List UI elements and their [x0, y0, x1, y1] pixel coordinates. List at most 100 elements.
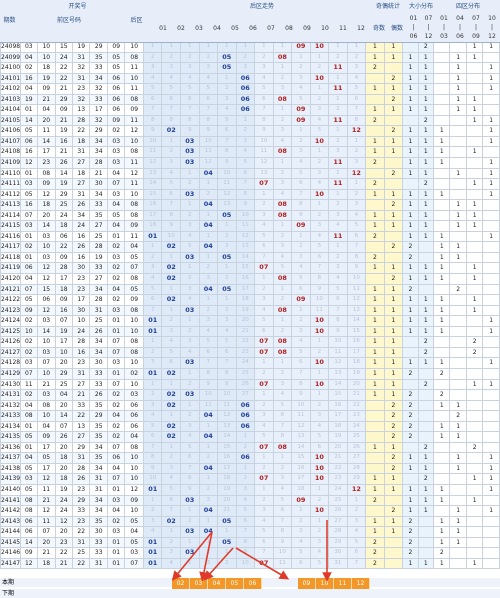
trend-miss: 14: [235, 251, 256, 264]
trend-miss: 1: [198, 515, 219, 528]
zone-count: 1: [482, 483, 500, 496]
zone-count: [482, 441, 500, 454]
trend-hit: 04: [198, 505, 219, 517]
trend-miss: 2: [254, 494, 274, 507]
big-count: 1: [417, 483, 435, 496]
zone-count: [449, 294, 467, 306]
front-number: 28: [89, 294, 108, 306]
small-count: [402, 41, 419, 53]
front-number: 29: [71, 441, 91, 454]
zone-count: [465, 125, 484, 137]
select-number-11[interactable]: 11: [334, 578, 352, 589]
trend-miss: 1: [291, 505, 311, 517]
trend-miss: 21: [328, 452, 348, 464]
front-number: 03: [37, 346, 56, 359]
trend-miss: 1: [142, 241, 163, 253]
zone-count: [449, 346, 467, 359]
even-header: 偶数: [390, 25, 403, 32]
front-number: 23: [71, 273, 91, 285]
even-count: 1: [383, 220, 404, 232]
odd-count: 1: [365, 336, 385, 348]
selector-label: 04: [212, 580, 221, 587]
trend-miss: 1: [272, 104, 293, 116]
big-count: 1: [417, 125, 435, 137]
front-number: 09: [54, 294, 74, 306]
select-number-03[interactable]: 03: [190, 578, 208, 589]
small-count: [402, 346, 419, 359]
trend-miss: 6: [217, 346, 237, 359]
even-count: 2: [383, 431, 404, 443]
trend-miss: 1: [254, 483, 274, 496]
trend-miss: 7: [291, 367, 311, 380]
select-number-06[interactable]: 06: [244, 578, 262, 589]
front-number: 21: [37, 93, 56, 106]
trend-miss: 3: [291, 72, 311, 85]
trend-miss: 4: [346, 72, 367, 85]
trend-miss: 28: [328, 526, 348, 538]
trend-miss: 1: [198, 536, 219, 549]
trend-miss: 2: [161, 146, 181, 158]
front-number: 04: [37, 420, 56, 433]
front-number: 20: [54, 526, 74, 538]
back-number: 05: [106, 209, 126, 222]
trend-hit: 01: [142, 367, 163, 380]
big-small-group: 大小分布: [408, 3, 433, 10]
zone-count: 1: [433, 357, 451, 369]
odd-count: 1: [365, 378, 385, 391]
trend-miss: 2: [198, 547, 219, 559]
back-number: 10: [124, 72, 144, 85]
trend-hit: 08: [272, 209, 293, 222]
select-number-02[interactable]: 02: [172, 578, 190, 589]
select-number-12[interactable]: 12: [352, 578, 370, 589]
period-cell: 24122: [0, 294, 21, 306]
trend-miss: 3: [180, 62, 200, 74]
trend-miss: 1: [217, 72, 237, 85]
back-number: 10: [124, 135, 144, 148]
trend-miss: 10: [198, 135, 219, 148]
front-number: 03: [37, 230, 56, 243]
zone-count: 1: [482, 135, 500, 148]
select-number-09[interactable]: 09: [298, 578, 316, 589]
front-number: 10: [37, 336, 56, 348]
trend-hit: 11: [328, 157, 348, 169]
front-number: 28: [71, 462, 91, 475]
odd-count: [365, 410, 385, 422]
zone-count: [449, 273, 467, 285]
select-number-05[interactable]: 05: [226, 578, 244, 589]
select-number-10[interactable]: 10: [316, 578, 334, 589]
trend-miss: 1: [272, 220, 293, 232]
table-row: 24108 16 17 21 31 34 03 08 11 2 03 11 8 4 11 08 3 1 3 2 1 1 1 1…: [0, 146, 500, 158]
selector-label: 02: [176, 580, 185, 587]
front-number: 14: [19, 536, 39, 549]
trend-miss: 1: [198, 251, 219, 264]
zone-col-label: 03: [440, 33, 448, 40]
zone-count: [482, 241, 500, 253]
trend-hit: 02: [161, 125, 181, 137]
front-number: 35: [89, 452, 108, 464]
big-count: 1: [417, 72, 435, 85]
table-row: 24104 01 04 09 13 17 06 09 7 7 7 7 4 06 7 1 09 3 2 7 1 1 1 1 1 1: [0, 104, 500, 116]
trend-miss: 1: [198, 41, 219, 53]
trend-miss: 2: [180, 378, 200, 391]
period-cell: 24102: [0, 83, 21, 95]
zone-count: [449, 473, 467, 485]
trend-miss: 7: [235, 178, 256, 190]
trend-miss: 9: [161, 220, 181, 232]
front-number: 14: [37, 325, 56, 338]
trend-hit: 10: [309, 315, 330, 327]
back-number: 10: [124, 462, 144, 475]
trend-miss: 16: [142, 199, 163, 211]
odd-count: 1: [365, 188, 385, 201]
select-number-04[interactable]: 04: [208, 578, 226, 589]
zone-count: [465, 536, 484, 549]
trend-miss: 9: [142, 125, 163, 137]
front-number: 02: [19, 241, 39, 253]
front-number: 01: [19, 441, 39, 454]
back-number: 09: [106, 114, 126, 127]
trend-hit: 09: [291, 294, 311, 306]
zone-count: [465, 157, 484, 169]
trend-miss: 5: [291, 93, 311, 106]
front-number: 23: [71, 283, 91, 296]
trend-miss: 1: [235, 431, 256, 443]
period-cell: 24139: [0, 473, 21, 485]
